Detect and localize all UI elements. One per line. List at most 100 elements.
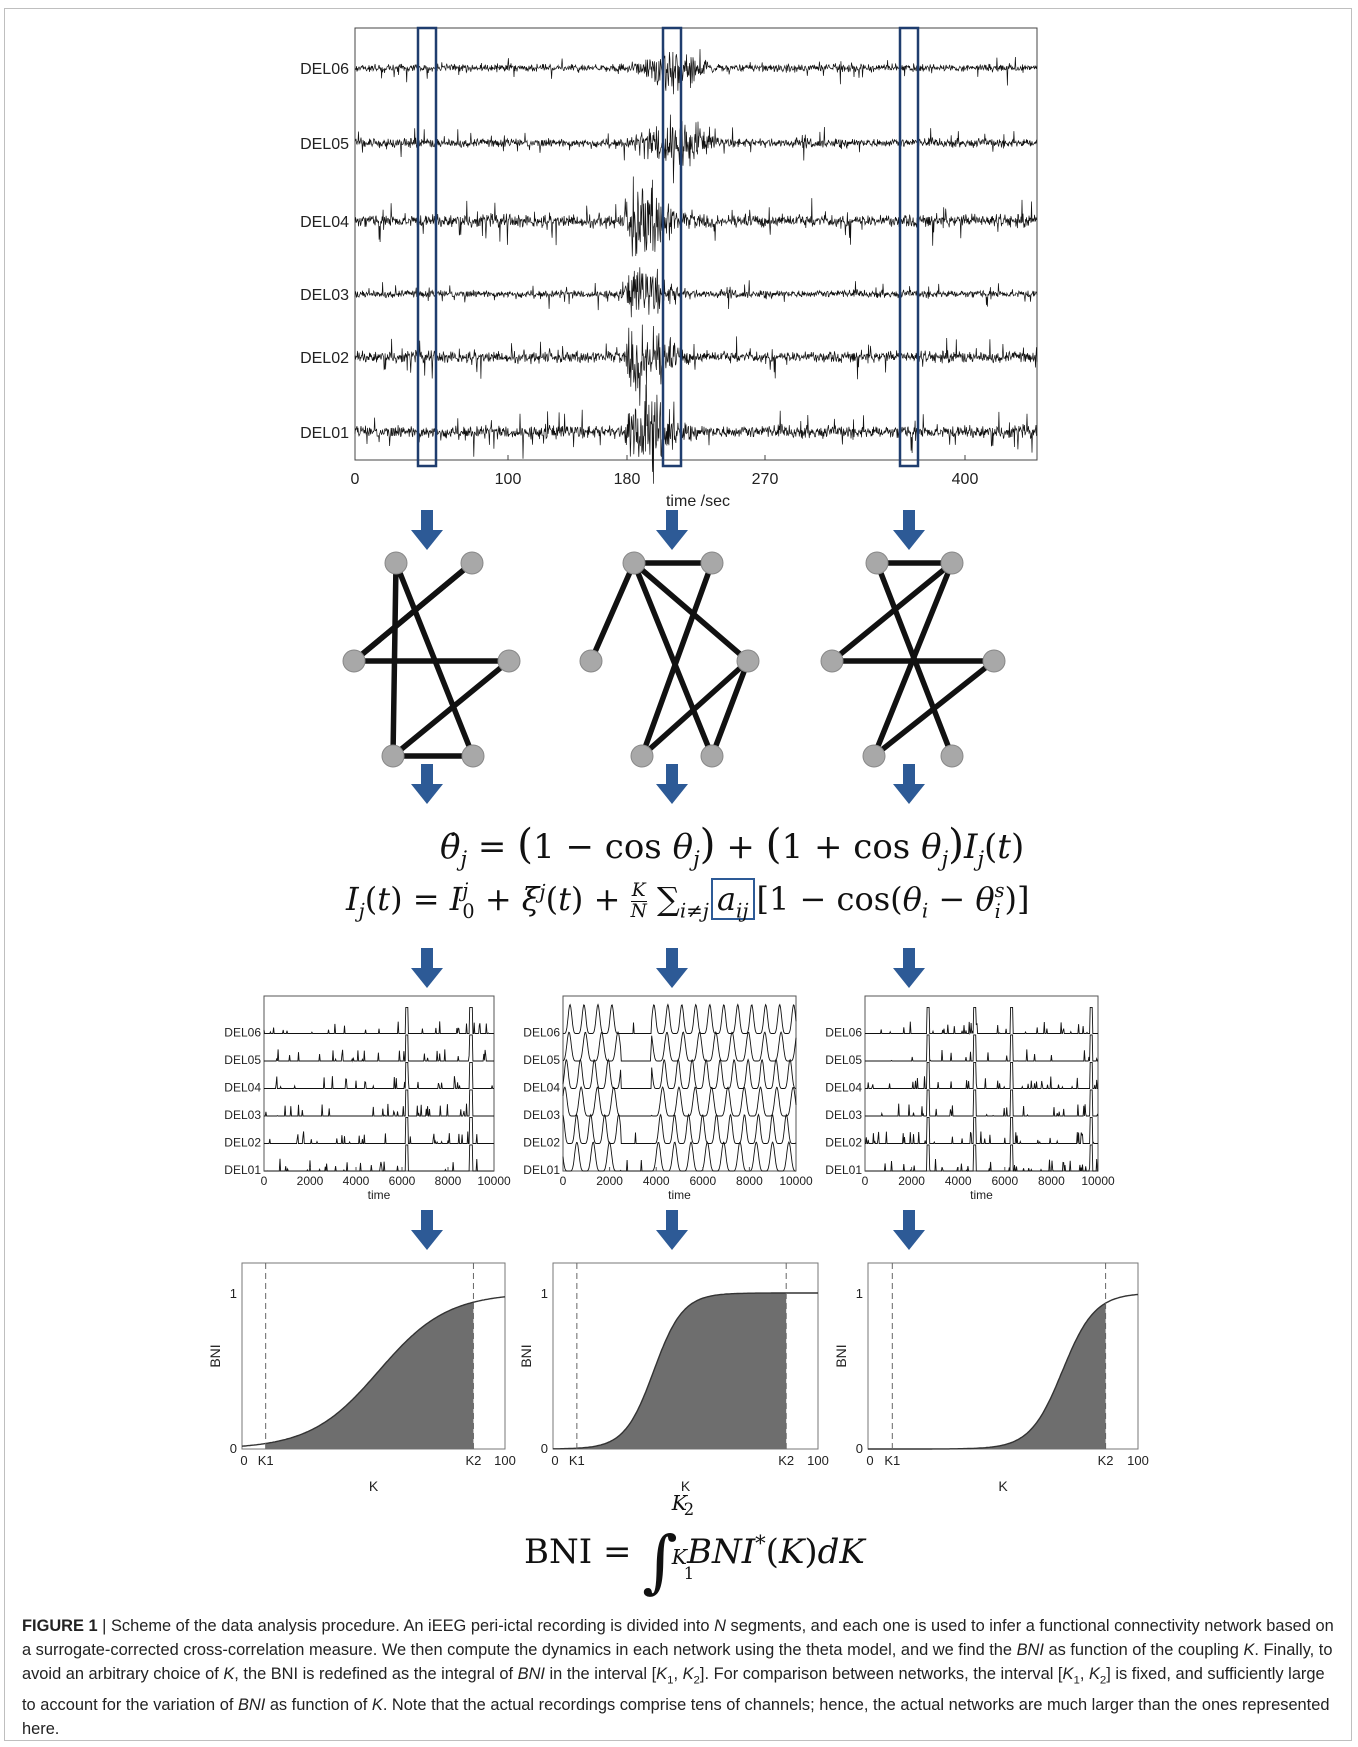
caption-fragment: . Finally, to avoid an arbitrary choice … (22, 1641, 1333, 1684)
dynamics-x-axis-label: time (668, 1188, 691, 1202)
network-edge (871, 658, 997, 759)
dynamics-trace (264, 1144, 494, 1172)
dynamics-trace (264, 1061, 494, 1089)
caption-fragment: 1 (1073, 1674, 1080, 1687)
eeg-trace (354, 267, 1038, 318)
bni-x-tick-label: K2 (1098, 1453, 1114, 1468)
arrow-shaft (903, 948, 915, 970)
eeg-panel: DEL06 DEL05 DEL04 DEL03 DEL02 DEL01 0 100 180 270… (300, 26, 1038, 510)
dynamics-trace (264, 1089, 494, 1117)
network-node (820, 649, 844, 673)
dynamics-trace (264, 1116, 494, 1144)
segment-box (416, 26, 438, 468)
dynamics-trace (562, 1141, 796, 1172)
arrow-shaft (421, 510, 433, 532)
bni-y-tick-label: 0 (230, 1441, 237, 1456)
bni-x-tick-label: K1 (258, 1453, 274, 1468)
figure-frame (4, 8, 1352, 1741)
dynamics-trace (562, 1113, 797, 1144)
network-node (940, 551, 964, 575)
dynamics-trace (263, 1006, 494, 1034)
network-node (700, 551, 724, 575)
caption-fragment: . Note that the actual recordings compri… (22, 1695, 1330, 1739)
caption-fragment: as function of (265, 1695, 372, 1714)
network-node (381, 744, 405, 768)
dynamics-axes-box (864, 995, 1099, 1172)
segment-box (898, 26, 920, 468)
network-edge (639, 560, 715, 759)
dynamics-x-tick-label: 2000 (596, 1174, 623, 1188)
down-arrow-icon (411, 1210, 443, 1250)
network-edge (588, 560, 637, 664)
network-node (630, 744, 654, 768)
bni-x-tick-label: 0 (240, 1453, 247, 1468)
eeg-trace (354, 324, 1038, 406)
bni-curve (241, 1296, 506, 1447)
bni-y-axis-label: BNI (207, 1344, 223, 1367)
dynamics-x-tick-label: 6000 (991, 1174, 1018, 1188)
network-edge (351, 560, 475, 664)
eeg-axes-box (354, 27, 1038, 461)
network-graph (820, 551, 1006, 768)
caption-separator: | (97, 1617, 111, 1635)
eeg-channel-label: DEL05 (300, 136, 349, 153)
dynamics-x-tick-label: 8000 (1038, 1174, 1065, 1188)
dynamics-channel-label: DEL01 (224, 1163, 261, 1177)
arrow-shaft (903, 764, 915, 786)
network-node (497, 649, 521, 673)
network-node (460, 551, 484, 575)
down-arrow-icon (893, 510, 925, 550)
dynamics-channel-label: DEL02 (825, 1136, 862, 1150)
arrow-shaft (903, 510, 915, 532)
caption-fragment: BNI (517, 1665, 545, 1684)
eeg-x-tick-label: 400 (952, 471, 979, 488)
bni-y-axis-label: BNI (518, 1344, 534, 1367)
bni-x-axis-label: K (369, 1478, 379, 1494)
network-edge (390, 560, 399, 759)
arrow-shaft (421, 948, 433, 970)
eeg-channel-label: DEL04 (300, 214, 349, 231)
dynamics-channel-label: DEL01 (825, 1163, 862, 1177)
caption-fragment: BNI (1016, 1641, 1044, 1660)
network-edge (709, 658, 751, 759)
bni-x-tick-label: K2 (778, 1453, 794, 1468)
flow-arrows (411, 510, 925, 1250)
caption-text: Scheme of the data analysis procedure. A… (22, 1617, 1334, 1738)
caption-fragment: ] is fixed, and sufficiently large to ac… (22, 1665, 1325, 1714)
network-edge (631, 560, 715, 759)
figure-caption: FIGURE 1 | Scheme of the data analysis p… (22, 1614, 1338, 1741)
dynamics-x-tick-label: 0 (261, 1174, 268, 1188)
bni-x-tick-label: 0 (551, 1453, 558, 1468)
dynamics-x-tick-label: 6000 (389, 1174, 416, 1188)
bni-x-tick-label: K1 (884, 1453, 900, 1468)
dynamics-trace (864, 1089, 1099, 1117)
dynamics-channel-label: DEL03 (224, 1108, 261, 1122)
network-node (862, 744, 886, 768)
down-arrow-icon (656, 1210, 688, 1250)
eeg-x-axis-label: time /sec (666, 493, 730, 510)
dynamics-x-tick-label: 10000 (477, 1174, 511, 1188)
bni-y-tick-label: 0 (541, 1441, 548, 1456)
dynamics-x-axis-label: time (970, 1188, 993, 1202)
equation-theta-dot: θ̇j = (1 − cos θj) + (1 + cos θj)Ij(t) (440, 820, 1025, 871)
eeg-x-tick-label: 270 (752, 471, 779, 488)
network-node (865, 551, 889, 575)
dynamics-x-tick-label: 2000 (898, 1174, 925, 1188)
dynamics-x-tick-label: 0 (560, 1174, 567, 1188)
eeg-trace (354, 114, 1038, 184)
dynamics-x-tick-label: 8000 (736, 1174, 763, 1188)
arrow-head (411, 784, 443, 804)
network-edge (390, 658, 512, 759)
dynamics-x-tick-label: 6000 (689, 1174, 716, 1188)
caption-fragment: Scheme of the data analysis procedure. A… (110, 1617, 715, 1635)
caption-fragment: K (223, 1665, 235, 1684)
dynamics-x-axis-label: time (368, 1188, 391, 1202)
dynamics-channel-label: DEL05 (523, 1053, 560, 1067)
eeg-channel-label: DEL02 (300, 350, 349, 367)
dynamics-channel-label: DEL04 (523, 1081, 560, 1095)
arrow-shaft (666, 510, 678, 532)
